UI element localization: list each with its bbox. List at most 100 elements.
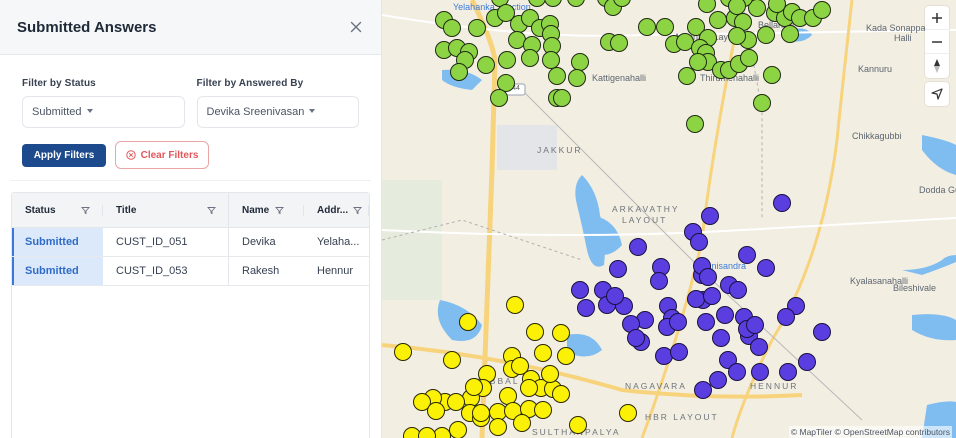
yellow-marker[interactable] <box>557 347 575 365</box>
purple-marker[interactable] <box>777 308 795 326</box>
yellow-marker[interactable] <box>541 365 559 383</box>
green-marker[interactable] <box>709 11 727 29</box>
green-marker[interactable] <box>728 27 746 45</box>
yellow-marker[interactable] <box>489 418 507 436</box>
map-attribution[interactable]: © MapTiler © OpenStreetMap contributors <box>788 426 952 438</box>
compass-button[interactable] <box>925 54 949 78</box>
purple-marker[interactable] <box>687 290 705 308</box>
purple-marker[interactable] <box>779 363 797 381</box>
table-row[interactable]: Submitted CUST_ID_051 Devika Yelaha... <box>12 228 369 257</box>
yellow-marker[interactable] <box>520 379 538 397</box>
yellow-marker[interactable] <box>418 427 436 438</box>
purple-marker[interactable] <box>757 259 775 277</box>
close-button[interactable] <box>346 17 366 37</box>
yellow-marker[interactable] <box>459 313 477 331</box>
green-marker[interactable] <box>689 53 707 71</box>
purple-marker[interactable] <box>716 306 734 324</box>
green-marker[interactable] <box>748 0 766 17</box>
green-marker[interactable] <box>498 51 516 69</box>
column-header-name[interactable]: Name <box>229 193 304 227</box>
yellow-marker[interactable] <box>534 401 552 419</box>
yellow-marker[interactable] <box>413 393 431 411</box>
purple-marker[interactable] <box>746 316 764 334</box>
yellow-marker[interactable] <box>447 393 465 411</box>
column-filter-icon[interactable] <box>352 205 362 215</box>
purple-marker[interactable] <box>629 238 647 256</box>
column-filter-icon[interactable] <box>274 205 284 215</box>
purple-marker[interactable] <box>697 313 715 331</box>
apply-filters-button[interactable]: Apply Filters <box>22 143 106 167</box>
green-marker[interactable] <box>553 89 571 107</box>
yellow-marker[interactable] <box>394 343 412 361</box>
purple-marker[interactable] <box>669 313 687 331</box>
green-marker[interactable] <box>521 49 539 67</box>
green-marker[interactable] <box>753 94 771 112</box>
locate-button[interactable] <box>925 82 949 106</box>
purple-marker[interactable] <box>690 233 708 251</box>
purple-marker[interactable] <box>701 207 719 225</box>
purple-marker[interactable] <box>728 363 746 381</box>
status-filter-select[interactable]: Submitted <box>22 96 185 128</box>
purple-marker[interactable] <box>627 329 645 347</box>
zoom-out-button[interactable] <box>925 30 949 54</box>
yellow-marker[interactable] <box>513 414 531 432</box>
green-marker[interactable] <box>678 67 696 85</box>
green-marker[interactable] <box>686 115 704 133</box>
yellow-marker[interactable] <box>552 385 570 403</box>
yellow-marker[interactable] <box>443 351 461 369</box>
column-header-title[interactable]: Title <box>103 193 229 227</box>
green-marker[interactable] <box>548 67 566 85</box>
column-filter-icon[interactable] <box>206 205 216 215</box>
column-header-status[interactable]: Status <box>12 193 103 227</box>
green-marker[interactable] <box>450 63 468 81</box>
purple-marker[interactable] <box>577 299 595 317</box>
purple-marker[interactable] <box>729 281 747 299</box>
yellow-marker[interactable] <box>569 416 587 434</box>
yellow-marker[interactable] <box>534 344 552 362</box>
yellow-marker[interactable] <box>449 421 467 438</box>
yellow-marker[interactable] <box>472 404 490 422</box>
yellow-marker[interactable] <box>506 296 524 314</box>
green-marker[interactable] <box>763 66 781 84</box>
purple-marker[interactable] <box>750 338 768 356</box>
green-marker[interactable] <box>656 18 674 36</box>
purple-marker[interactable] <box>606 287 624 305</box>
yellow-marker[interactable] <box>427 402 445 420</box>
yellow-marker[interactable] <box>619 404 637 422</box>
green-marker[interactable] <box>490 89 508 107</box>
purple-marker[interactable] <box>670 343 688 361</box>
purple-marker[interactable] <box>813 323 831 341</box>
yellow-marker[interactable] <box>552 324 570 342</box>
green-marker[interactable] <box>477 56 495 74</box>
green-marker[interactable] <box>768 0 786 13</box>
purple-marker[interactable] <box>650 272 668 290</box>
table-row[interactable]: Submitted CUST_ID_053 Rakesh Hennur <box>12 257 369 286</box>
column-filter-icon[interactable] <box>80 205 90 215</box>
green-marker[interactable] <box>443 19 461 37</box>
clear-filters-button[interactable]: Clear Filters <box>115 141 209 169</box>
green-marker[interactable] <box>813 1 831 19</box>
purple-marker[interactable] <box>709 371 727 389</box>
green-marker[interactable] <box>468 19 486 37</box>
yellow-marker[interactable] <box>526 323 544 341</box>
green-marker[interactable] <box>497 4 515 22</box>
purple-marker[interactable] <box>738 246 756 264</box>
purple-marker[interactable] <box>712 329 730 347</box>
purple-marker[interactable] <box>609 260 627 278</box>
purple-marker[interactable] <box>571 281 589 299</box>
green-marker[interactable] <box>781 25 799 43</box>
yellow-marker[interactable] <box>511 357 529 375</box>
green-marker[interactable] <box>638 18 656 36</box>
purple-marker[interactable] <box>703 287 721 305</box>
green-marker[interactable] <box>757 26 775 44</box>
green-marker[interactable] <box>571 53 589 71</box>
answered-by-filter-select[interactable]: Devika Sreenivasan <box>196 96 359 128</box>
purple-marker[interactable] <box>773 194 791 212</box>
purple-marker[interactable] <box>699 268 717 286</box>
purple-marker[interactable] <box>694 381 712 399</box>
map-view[interactable]: NH44 Yelahanka JunctionAgrahara LayoutKa… <box>382 0 956 438</box>
purple-marker[interactable] <box>751 363 769 381</box>
zoom-in-button[interactable] <box>925 6 949 30</box>
column-header-address[interactable]: Addr... <box>304 193 369 227</box>
green-marker[interactable] <box>568 69 586 87</box>
